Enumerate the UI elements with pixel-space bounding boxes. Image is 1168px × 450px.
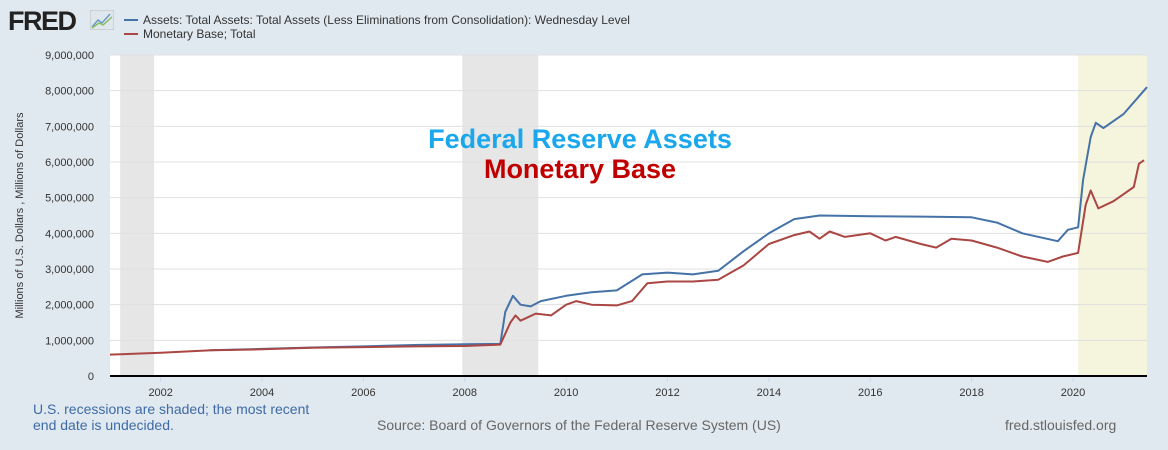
legend-label: Monetary Base; Total bbox=[143, 27, 256, 41]
series-line-monetary-base bbox=[109, 159, 1145, 356]
x-tick-label: 2018 bbox=[959, 387, 983, 399]
y-tick-label: 4,000,000 bbox=[45, 228, 94, 240]
y-tick-label: 3,000,000 bbox=[45, 264, 94, 276]
annotation-monetary-base: Monetary Base bbox=[484, 154, 676, 184]
fred-chart-icon bbox=[90, 10, 114, 30]
x-tick-label: 2016 bbox=[858, 387, 882, 399]
y-tick-label: 2,000,000 bbox=[45, 300, 94, 312]
y-tick-label: 5,000,000 bbox=[45, 193, 94, 205]
recession-note-line: end date is undecided. bbox=[33, 417, 174, 433]
recession-shade bbox=[462, 55, 539, 376]
x-tick-label: 2008 bbox=[453, 387, 477, 399]
legend-label: Assets: Total Assets: Total Assets (Less… bbox=[143, 13, 630, 27]
recession-shade bbox=[120, 55, 155, 376]
plot-background bbox=[110, 55, 1147, 376]
recession-note-line: U.S. recessions are shaded; the most rec… bbox=[33, 401, 310, 417]
x-tick-label: 2020 bbox=[1061, 387, 1085, 399]
fred-logo: FRED bbox=[8, 6, 77, 36]
site-link[interactable]: fred.stlouisfed.org bbox=[1005, 417, 1117, 433]
y-tick-label: 0 bbox=[88, 371, 94, 383]
x-tick-label: 2010 bbox=[554, 387, 578, 399]
y-tick-label: 1,000,000 bbox=[45, 335, 94, 347]
y-tick-label: 8,000,000 bbox=[45, 86, 94, 98]
x-tick-label: 2006 bbox=[351, 387, 375, 399]
x-tick-label: 2014 bbox=[757, 387, 781, 399]
y-axis-label: Millions of U.S. Dollars , Millions of D… bbox=[14, 112, 26, 318]
recession-shade bbox=[1078, 55, 1147, 376]
x-tick-label: 2004 bbox=[250, 387, 274, 399]
y-tick-label: 7,000,000 bbox=[45, 121, 94, 133]
legend-item-assets: Assets: Total Assets: Total Assets (Less… bbox=[124, 13, 630, 27]
y-tick-label: 9,000,000 bbox=[45, 50, 94, 62]
legend-item-monetary-base: Monetary Base; Total bbox=[124, 27, 256, 41]
y-tick-label: 6,000,000 bbox=[45, 157, 94, 169]
legend-swatch bbox=[124, 19, 138, 21]
source-text: Source: Board of Governors of the Federa… bbox=[377, 417, 781, 433]
annotation-assets: Federal Reserve Assets bbox=[428, 124, 732, 154]
recession-note: U.S. recessions are shaded; the most rec… bbox=[33, 401, 309, 433]
x-tick-label: 2002 bbox=[148, 387, 172, 399]
x-tick-label: 2012 bbox=[655, 387, 679, 399]
legend-swatch bbox=[124, 33, 138, 35]
